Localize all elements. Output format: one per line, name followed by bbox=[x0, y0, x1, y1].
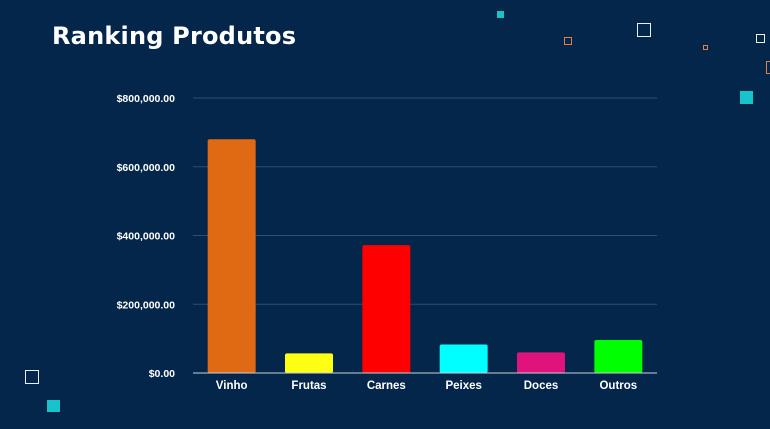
x-tick-label: Vinho bbox=[216, 380, 248, 392]
decorative-square bbox=[766, 61, 770, 74]
y-tick-label: $0.00 bbox=[149, 368, 175, 380]
y-tick-label: $200,000.00 bbox=[117, 299, 176, 311]
bar-frutas[interactable] bbox=[285, 353, 333, 373]
decorative-square bbox=[637, 23, 651, 37]
x-tick-label: Outros bbox=[599, 380, 637, 392]
bars bbox=[207, 139, 643, 373]
y-tick-label: $800,000.00 bbox=[117, 93, 176, 105]
decorative-square bbox=[497, 11, 504, 18]
x-tick-label: Doces bbox=[524, 380, 559, 392]
bar-carnes[interactable] bbox=[362, 245, 411, 373]
y-axis-labels: $0.00 $200,000.00 $400,000.00 $600,000.00 $8… bbox=[117, 93, 176, 380]
page-title: Ranking Produtos bbox=[52, 22, 297, 50]
decorative-square bbox=[703, 45, 708, 50]
decorative-square bbox=[740, 91, 753, 104]
bar-outros[interactable] bbox=[594, 340, 643, 373]
y-tick-label: $600,000.00 bbox=[117, 162, 176, 174]
x-axis-labels: Vinho Frutas Carnes Peixes Doces Outros bbox=[216, 380, 637, 392]
decorative-square bbox=[25, 370, 39, 384]
y-tick-label: $400,000.00 bbox=[117, 231, 176, 243]
bar-peixes[interactable] bbox=[439, 344, 488, 373]
decorative-square bbox=[756, 34, 765, 43]
bar-vinho[interactable] bbox=[207, 139, 256, 373]
decorative-square bbox=[564, 37, 572, 45]
bar-doces[interactable] bbox=[517, 352, 565, 373]
grid-lines bbox=[193, 97, 657, 305]
x-tick-label: Frutas bbox=[291, 380, 326, 392]
x-tick-label: Peixes bbox=[445, 380, 481, 392]
decorative-square bbox=[47, 400, 60, 412]
x-tick-label: Carnes bbox=[367, 380, 406, 392]
